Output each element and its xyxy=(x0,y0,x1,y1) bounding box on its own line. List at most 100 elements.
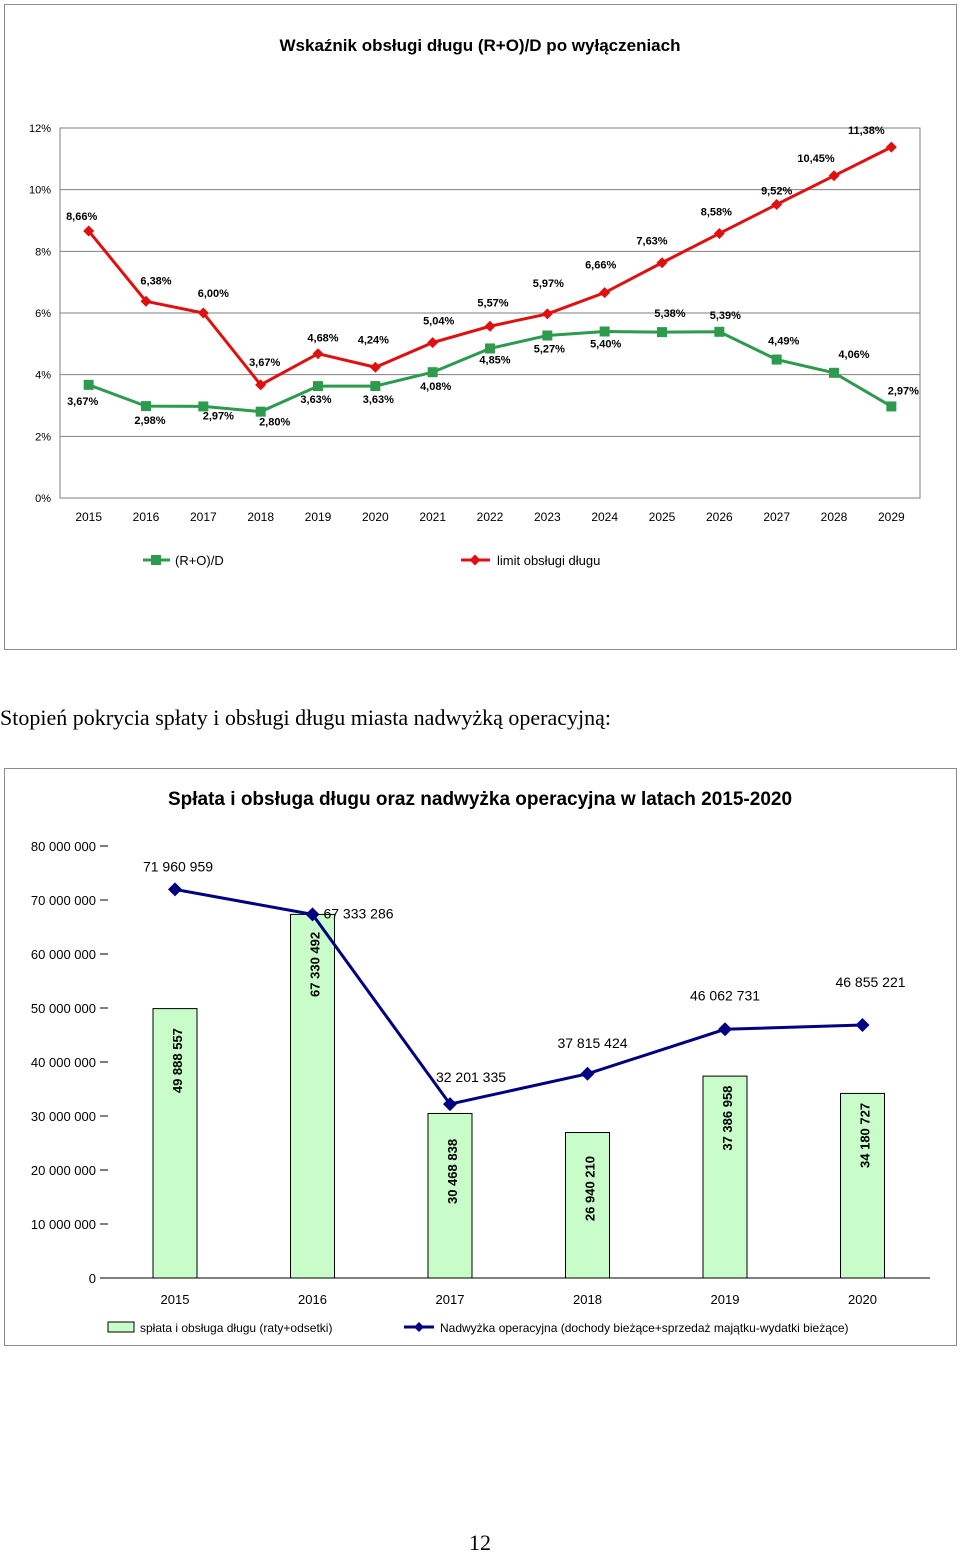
chart1-x-tick-label: 2021 xyxy=(419,510,446,524)
operating-surplus-point xyxy=(305,907,320,922)
chart2-y-tick-label: 20 000 000 xyxy=(31,1163,96,1178)
debt-limit-point xyxy=(197,307,209,319)
r-o-d-data-label: 3,63% xyxy=(363,394,394,406)
operating-surplus-label: 32 201 335 xyxy=(436,1069,506,1085)
debt-limit-data-label: 4,68% xyxy=(307,333,338,345)
legend-debt-limit-marker xyxy=(469,554,481,566)
debt-limit-point xyxy=(255,379,267,391)
r-o-d-point xyxy=(485,343,495,354)
r-o-d-data-label: 4,08% xyxy=(420,381,451,393)
page-number: 12 xyxy=(469,1530,491,1555)
r-o-d-point xyxy=(657,327,667,338)
debt-limit-data-label: 6,38% xyxy=(140,275,171,287)
debt-service-bar xyxy=(427,1112,473,1279)
chart1-plot-area xyxy=(59,127,921,499)
r-o-d-point xyxy=(542,330,553,341)
debt-service-bar-label: 67 330 492 xyxy=(308,932,323,997)
legend-operating-surplus-label: Nadwyżka operacyjna (dochody bieżące+spr… xyxy=(440,1321,849,1335)
debt-limit-data-label: 11,38% xyxy=(848,125,885,137)
chart1-x-tick-label: 2025 xyxy=(649,510,676,524)
legend-operating-surplus-marker xyxy=(414,1322,424,1332)
r-o-d-data-label: 4,49% xyxy=(768,336,799,348)
debt-service-bar xyxy=(840,1092,885,1279)
debt-service-bar-chart: Spłata i obsługa długu oraz nadwyżka ope… xyxy=(31,789,930,1335)
debt-limit-point xyxy=(312,348,324,360)
chart1-x-tick-label: 2020 xyxy=(362,510,389,524)
chart2-title: Spłata i obsługa długu oraz nadwyżka ope… xyxy=(168,789,792,810)
r-o-d-data-label: 2,98% xyxy=(134,415,165,427)
r-o-d-point xyxy=(886,401,897,412)
r-o-d-data-label: 3,63% xyxy=(300,394,331,406)
debt-limit-point xyxy=(369,361,381,373)
chart2-x-tick-label: 2015 xyxy=(161,1292,190,1307)
chart1-y-tick-label: 4% xyxy=(35,370,51,382)
r-o-d-point xyxy=(829,367,839,378)
chart1-x-tick-label: 2026 xyxy=(706,510,733,524)
operating-surplus-point xyxy=(718,1022,732,1037)
r-o-d-point xyxy=(141,401,151,412)
legend-debt-limit-label: limit obsługi długu xyxy=(497,553,600,568)
chart1-x-tick-label: 2022 xyxy=(477,510,504,524)
legend-r-o-d-label: (R+O)/D xyxy=(175,553,224,568)
r-o-d-point xyxy=(599,326,610,337)
legend-r-o-d-marker xyxy=(151,555,161,565)
r-o-d-point xyxy=(313,381,323,392)
operating-surplus-label: 67 333 286 xyxy=(323,905,393,921)
debt-limit-data-label: 6,00% xyxy=(198,288,229,300)
chart2-y-tick-label: 30 000 000 xyxy=(31,1109,96,1124)
chart1-x-tick-label: 2018 xyxy=(247,510,274,524)
debt-limit-data-label: 5,04% xyxy=(423,316,454,328)
chart2-y-tick-label: 0 xyxy=(89,1271,96,1286)
r-o-d-point xyxy=(255,406,266,417)
debt-service-bar-label: 34 180 727 xyxy=(858,1103,873,1168)
debt-limit-point xyxy=(140,295,152,307)
debt-limit-point xyxy=(885,141,897,153)
operating-surplus-label: 46 062 731 xyxy=(690,987,760,1003)
operating-surplus-point xyxy=(168,882,182,897)
debt-service-bar xyxy=(565,1132,610,1279)
debt-limit-data-label: 3,67% xyxy=(249,357,280,369)
r-o-d-data-label: 2,80% xyxy=(259,417,290,429)
r-o-d-point xyxy=(427,367,438,378)
debt-limit-point xyxy=(656,257,668,269)
debt-limit-point xyxy=(828,170,840,182)
debt-service-bar-label: 37 386 958 xyxy=(720,1086,735,1151)
debt-limit-point xyxy=(771,198,783,210)
r-o-d-data-label: 4,06% xyxy=(838,349,869,361)
section-heading: Stopień pokrycia spłaty i obsługi długu … xyxy=(0,705,611,730)
r-o-d-data-label: 5,27% xyxy=(534,344,565,356)
debt-limit-point xyxy=(83,225,95,237)
debt-limit-point xyxy=(484,320,496,332)
chart1-x-tick-label: 2017 xyxy=(190,510,217,524)
chart1-x-tick-label: 2024 xyxy=(591,510,618,524)
debt-limit-data-label: 10,45% xyxy=(797,153,835,165)
chart1-x-tick-label: 2019 xyxy=(305,510,332,524)
chart1-x-tick-label: 2016 xyxy=(133,510,160,524)
debt-service-bar xyxy=(152,1008,198,1279)
operating-surplus-line xyxy=(174,887,863,1106)
chart1-y-tick-label: 0% xyxy=(35,493,51,505)
chart2-y-tick-label: 40 000 000 xyxy=(31,1055,96,1070)
debt-service-bar-label: 49 888 557 xyxy=(170,1028,185,1093)
chart1-y-tick-label: 12% xyxy=(29,123,51,135)
chart1-y-tick-label: 2% xyxy=(35,431,51,443)
chart1-panel xyxy=(4,4,957,650)
operating-surplus-label: 37 815 424 xyxy=(557,1035,627,1051)
debt-service-bar-label: 26 940 210 xyxy=(583,1156,598,1221)
chart2-x-tick-label: 2018 xyxy=(573,1292,602,1307)
legend-debt-service-label: spłata i obsługa długu (raty+odsetki) xyxy=(140,1321,332,1335)
r-o-d-point xyxy=(714,326,725,337)
debt-limit-point xyxy=(599,287,611,299)
debt-service-bar xyxy=(290,913,335,1279)
chart1-title: Wskaźnik obsługi długu (R+O)/D po wyłącz… xyxy=(280,36,681,55)
debt-limit-data-label: 9,52% xyxy=(761,185,792,197)
chart2-x-tick-label: 2019 xyxy=(711,1292,740,1307)
chart2-y-tick-label: 10 000 000 xyxy=(31,1217,96,1232)
debt-limit-data-label: 5,57% xyxy=(477,297,508,309)
chart1-x-tick-label: 2015 xyxy=(75,510,102,524)
debt-limit-point xyxy=(541,308,553,320)
chart2-y-tick-label: 70 000 000 xyxy=(31,893,96,908)
r-o-d-point xyxy=(771,354,782,365)
r-o-d-data-label: 5,38% xyxy=(654,308,685,320)
debt-limit-point xyxy=(427,337,439,349)
